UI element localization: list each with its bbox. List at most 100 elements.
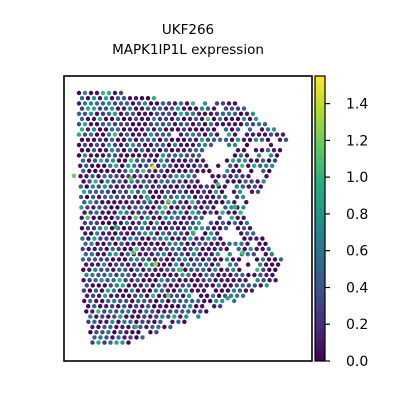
- spot: [115, 215, 120, 220]
- spot: [263, 241, 268, 246]
- spot: [129, 267, 134, 272]
- spot: [231, 278, 236, 283]
- spot: [137, 231, 142, 236]
- spot: [195, 267, 200, 272]
- spot: [159, 278, 164, 283]
- spot: [103, 106, 109, 111]
- spot: [139, 106, 145, 111]
- spot: [203, 241, 208, 246]
- spot: [196, 132, 202, 137]
- spot: [159, 267, 164, 272]
- spot: [186, 272, 191, 278]
- spot: [85, 226, 91, 231]
- spot: [209, 231, 214, 236]
- spot: [251, 231, 256, 236]
- spot: [240, 184, 245, 189]
- spot: [121, 127, 127, 132]
- spot: [234, 293, 240, 298]
- spot: [196, 210, 201, 215]
- spot: [145, 205, 150, 210]
- spot: [116, 304, 121, 309]
- colorbar-tick-label: 0.0: [346, 354, 368, 370]
- spot: [160, 314, 165, 319]
- spot: [154, 101, 160, 106]
- spot: [158, 246, 163, 252]
- spot: [152, 257, 158, 262]
- spot: [112, 314, 117, 319]
- spot: [216, 194, 222, 200]
- spot: [212, 257, 218, 262]
- spot: [86, 236, 91, 241]
- spot: [208, 111, 214, 117]
- spot: [172, 314, 177, 319]
- spot: [146, 304, 151, 309]
- spot: [122, 335, 127, 340]
- spot: [253, 116, 259, 122]
- spot: [115, 127, 121, 132]
- spot: [214, 111, 220, 117]
- spot: [184, 220, 190, 226]
- spot: [91, 137, 97, 142]
- spot: [219, 189, 225, 194]
- spot: [159, 168, 164, 174]
- spot: [212, 236, 217, 241]
- spot: [184, 101, 190, 106]
- spot: [111, 168, 116, 174]
- spot: [112, 330, 117, 335]
- spot: [148, 142, 154, 148]
- spot: [178, 122, 184, 127]
- spot: [204, 293, 210, 298]
- spot: [171, 267, 176, 272]
- spot: [181, 215, 186, 220]
- spot: [112, 90, 118, 96]
- spot: [265, 137, 271, 142]
- spot: [118, 101, 124, 106]
- spot: [136, 122, 142, 127]
- spot: [211, 137, 217, 142]
- spot: [124, 210, 129, 215]
- spot: [104, 304, 109, 309]
- spot: [98, 335, 103, 340]
- spot: [151, 106, 157, 111]
- spot: [88, 142, 94, 148]
- spot: [156, 163, 161, 168]
- spot: [182, 158, 188, 163]
- spot: [154, 122, 160, 127]
- spot: [118, 220, 124, 226]
- spot-high-expression: [151, 164, 156, 170]
- spot: [191, 241, 196, 246]
- spot: [139, 137, 145, 142]
- spot: [114, 309, 119, 314]
- spot: [177, 288, 183, 293]
- spot: [94, 220, 100, 226]
- spot: [177, 168, 182, 174]
- spot: [118, 330, 123, 335]
- spot: [85, 116, 91, 122]
- spot: [175, 226, 181, 231]
- spot: [105, 278, 110, 283]
- spot: [126, 340, 131, 345]
- spot: [166, 101, 172, 106]
- spot: [161, 252, 166, 257]
- spot: [136, 298, 141, 304]
- spot: [106, 90, 112, 96]
- spot: [160, 132, 166, 137]
- spot: [95, 231, 100, 236]
- spot: [115, 96, 121, 101]
- spot: [95, 262, 101, 267]
- spot: [108, 174, 113, 179]
- colorbar-tick-label: 1.4: [346, 97, 368, 113]
- spot: [249, 189, 255, 194]
- spot: [114, 283, 120, 288]
- spot: [160, 210, 165, 215]
- spot: [231, 267, 236, 272]
- spot: [167, 241, 172, 246]
- spot: [123, 288, 129, 293]
- spot: [166, 132, 172, 137]
- spot: [242, 246, 247, 252]
- spot: [120, 324, 125, 330]
- spot: [81, 189, 87, 194]
- spot: [163, 106, 169, 111]
- spot: [274, 153, 280, 158]
- spot: [139, 127, 145, 132]
